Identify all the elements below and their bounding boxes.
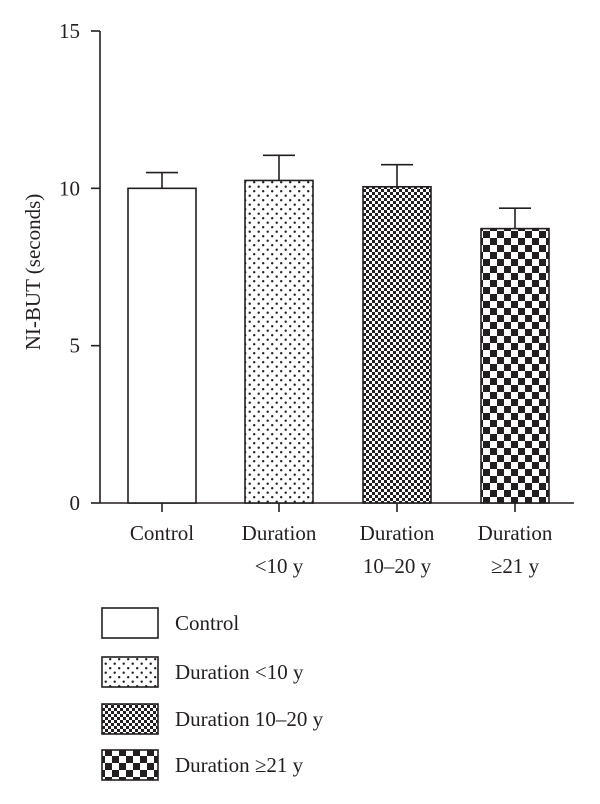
bar xyxy=(480,227,550,504)
bar xyxy=(127,187,197,504)
bar xyxy=(244,179,314,504)
x-tick-label: Duration xyxy=(478,521,553,545)
x-tick-label: ≥21 y xyxy=(491,554,540,578)
x-axis xyxy=(100,502,574,512)
legend-label: Duration <10 y xyxy=(175,660,304,684)
legend-label: Control xyxy=(175,611,239,635)
legend-swatch xyxy=(101,749,159,781)
x-tick-label: Control xyxy=(130,521,194,545)
legend-swatch xyxy=(101,607,159,639)
legend-label: Duration ≥21 y xyxy=(175,753,304,777)
x-tick-label: Duration xyxy=(242,521,317,545)
legend-swatch xyxy=(101,656,159,688)
x-tick-labels: Control Duration <10 y Duration 10–20 y Durat… xyxy=(130,521,553,578)
x-tick-label: Duration xyxy=(360,521,435,545)
legend-label: Duration 10–20 y xyxy=(175,707,324,731)
x-tick-label: 10–20 y xyxy=(363,554,432,578)
bars xyxy=(127,154,550,504)
legend: Control Duration <10 y Duration 10–20 y Dur… xyxy=(101,607,324,781)
y-tick-label: 10 xyxy=(59,176,80,200)
y-tick-label: 0 xyxy=(70,491,81,515)
x-tick-label: <10 y xyxy=(255,554,304,578)
y-tick-label: 5 xyxy=(70,334,81,358)
y-axis-label: NI-BUT (seconds) xyxy=(21,194,45,351)
bar xyxy=(362,185,432,504)
y-axis: 0 5 10 15 xyxy=(59,19,101,515)
y-tick-label: 15 xyxy=(59,19,80,43)
legend-swatch xyxy=(101,703,159,735)
